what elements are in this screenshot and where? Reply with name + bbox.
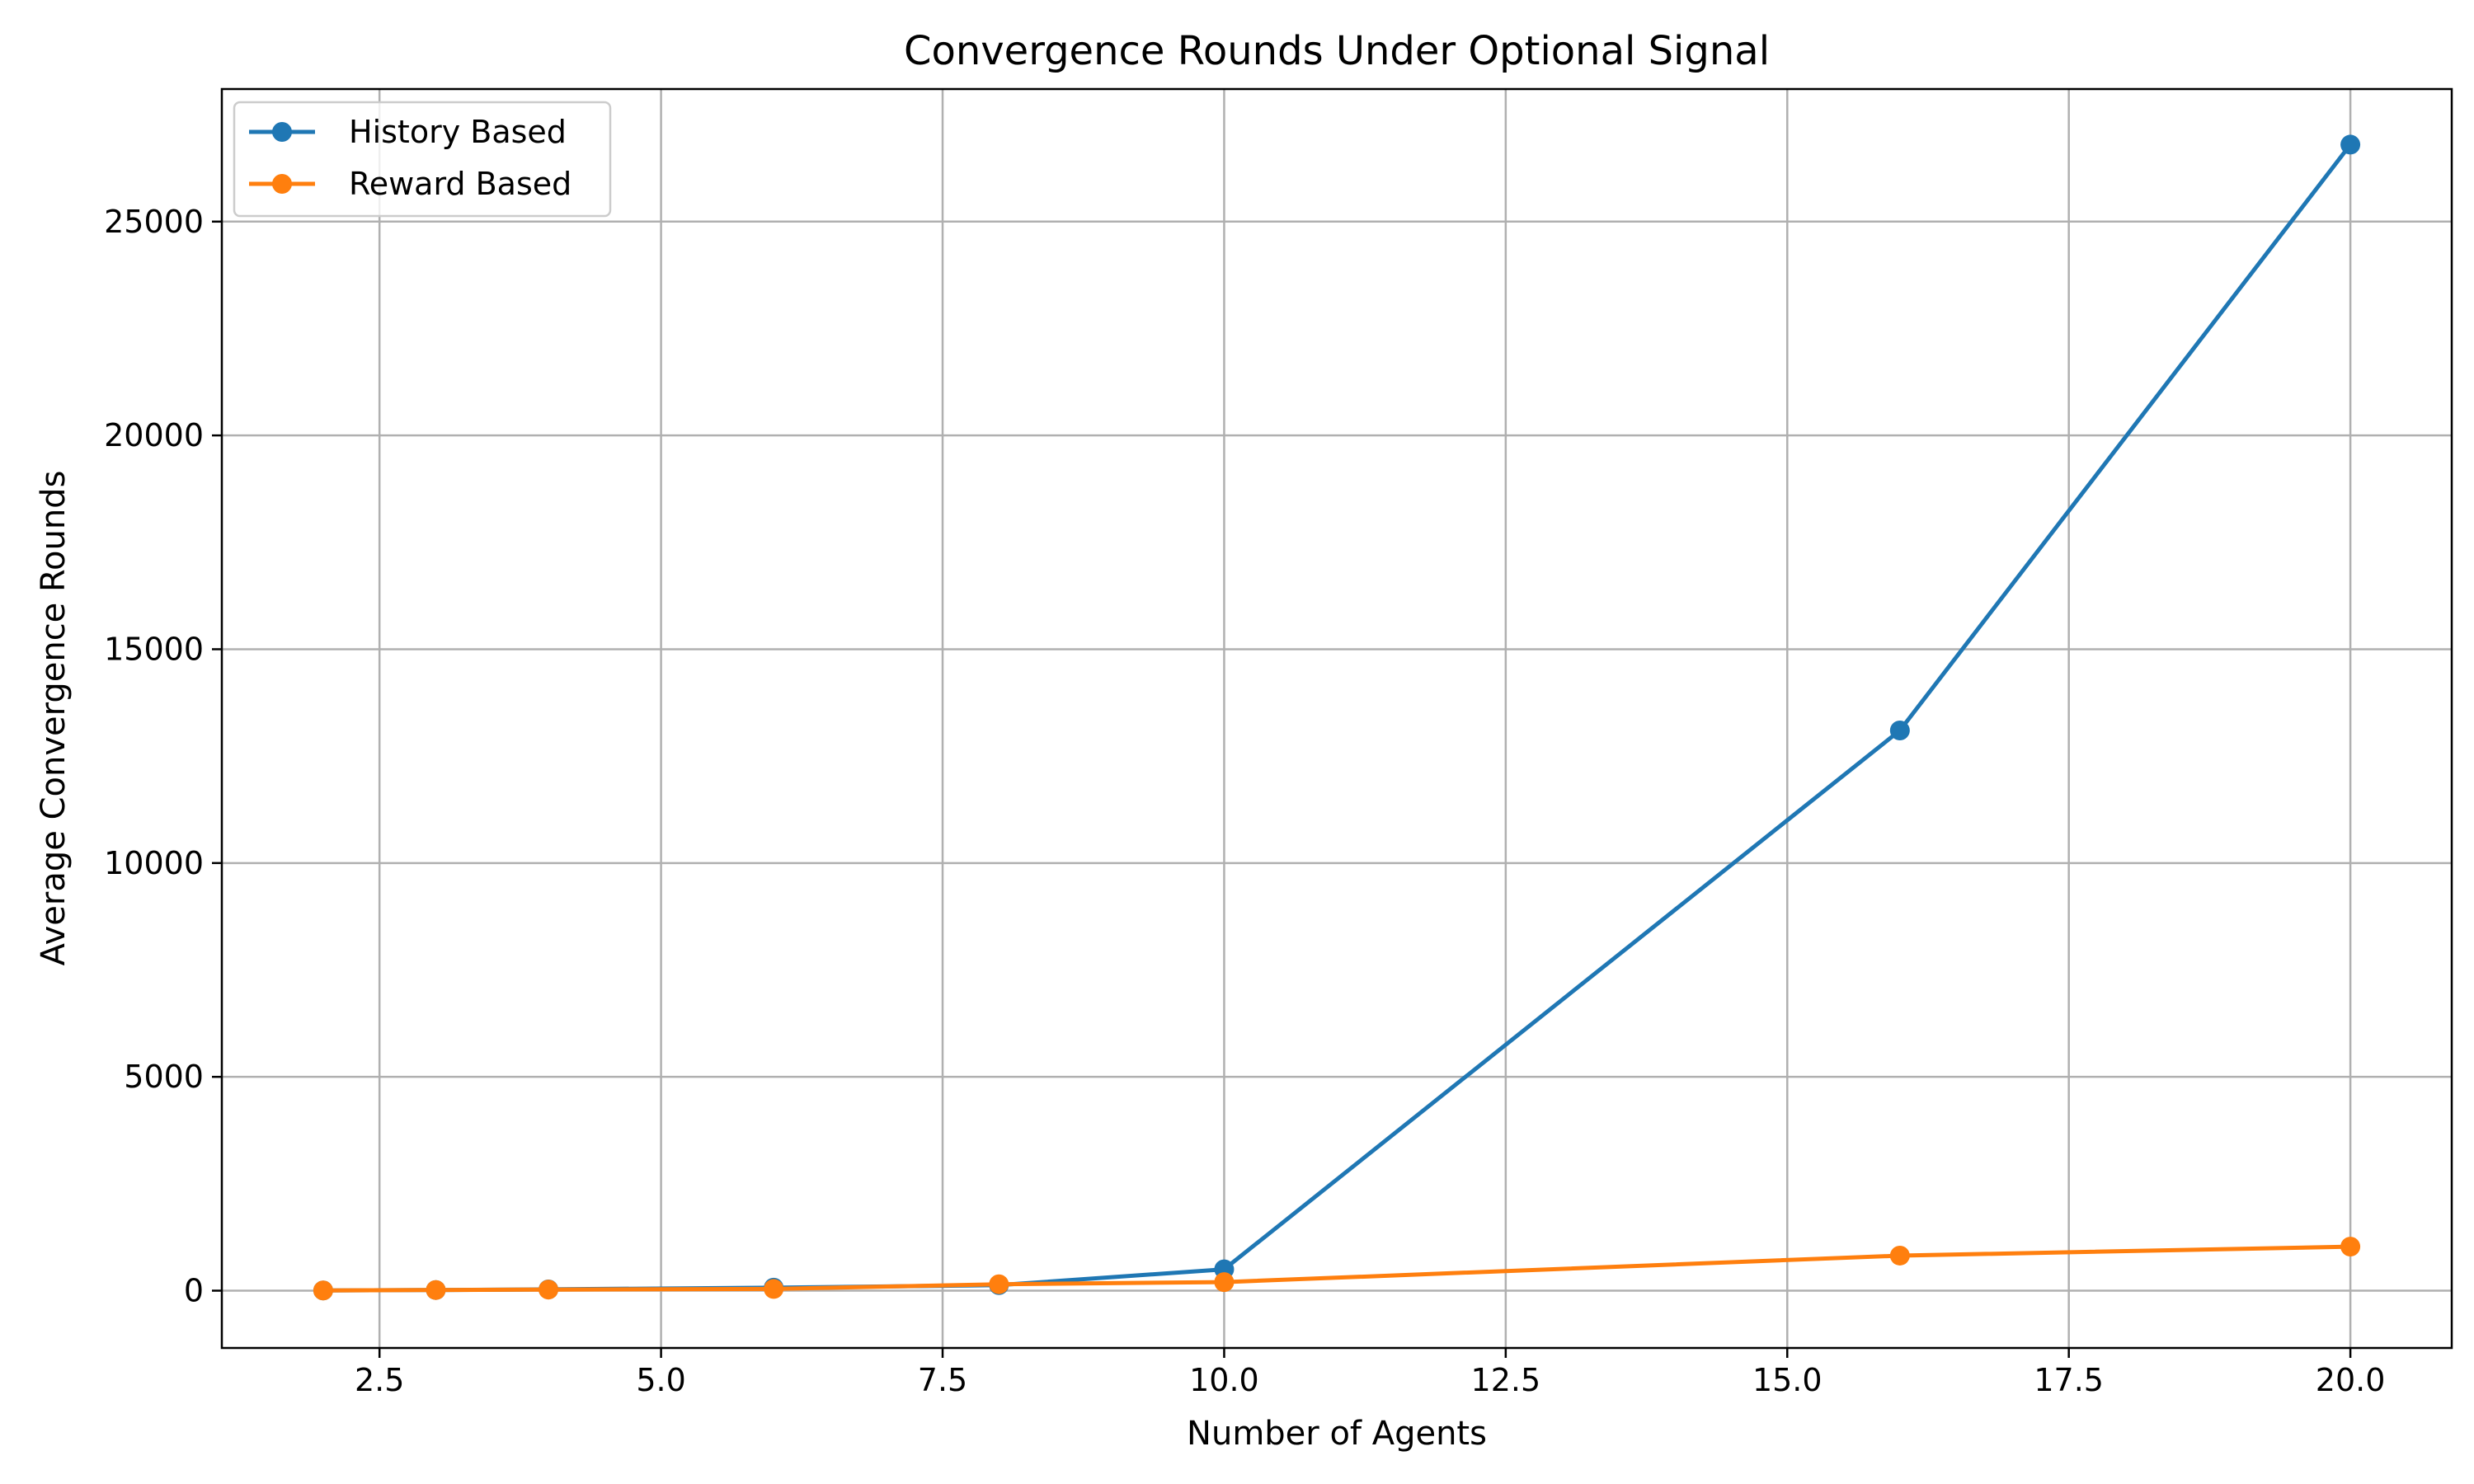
series-layer: [313, 134, 2361, 1301]
series-history-based: [313, 134, 2361, 1301]
legend: History Based Reward Based: [233, 101, 612, 218]
y-axis: 0 5000 10000 15000 20000 25000: [104, 204, 222, 1308]
x-tick-label: 20.0: [2316, 1362, 2386, 1398]
chart-title: Convergence Rounds Under Optional Signal: [904, 28, 1770, 74]
y-tick-label: 0: [184, 1272, 204, 1308]
plot-frame: [220, 87, 2453, 1350]
x-axis: 2.5 5.0 7.5 10.0 12.5 15.0 17.5 20.0: [355, 1348, 2385, 1398]
data-point: [2340, 134, 2361, 155]
y-tick-label: 20000: [104, 417, 204, 453]
data-point: [1214, 1272, 1235, 1293]
grid-lines: [222, 89, 2452, 1348]
x-tick-label: 5.0: [636, 1362, 685, 1398]
x-axis-label: Number of Agents: [1187, 1415, 1487, 1453]
series-reward-based: [313, 1237, 2361, 1301]
data-point: [1889, 721, 1910, 741]
data-point: [989, 1274, 1009, 1294]
legend-item: History Based: [249, 114, 567, 150]
legend-label: Reward Based: [349, 166, 571, 202]
x-tick-label: 10.0: [1189, 1362, 1259, 1398]
y-tick-label: 25000: [104, 204, 204, 240]
legend-frame: [233, 101, 612, 218]
data-point: [539, 1280, 559, 1300]
series-line: [322, 1244, 2351, 1293]
data-point: [1889, 1245, 1910, 1266]
x-tick-label: 15.0: [1752, 1362, 1823, 1398]
legend-marker: [272, 174, 292, 194]
y-tick-label: 15000: [104, 631, 204, 667]
y-tick-label: 5000: [124, 1059, 204, 1095]
x-tick-label: 12.5: [1471, 1362, 1541, 1398]
x-tick-label: 17.5: [2034, 1362, 2104, 1398]
legend-marker: [272, 122, 292, 142]
data-point: [2340, 1237, 2361, 1257]
x-tick-label: 2.5: [355, 1362, 404, 1398]
legend-label: History Based: [349, 114, 567, 150]
series-line: [322, 143, 2353, 1293]
data-point: [313, 1280, 333, 1301]
legend-item: Reward Based: [249, 166, 571, 202]
x-tick-label: 7.5: [918, 1362, 967, 1398]
y-tick-label: 10000: [104, 845, 204, 881]
y-axis-label: Average Convergence Rounds: [35, 471, 73, 966]
data-point: [764, 1279, 784, 1299]
data-point: [426, 1280, 446, 1300]
